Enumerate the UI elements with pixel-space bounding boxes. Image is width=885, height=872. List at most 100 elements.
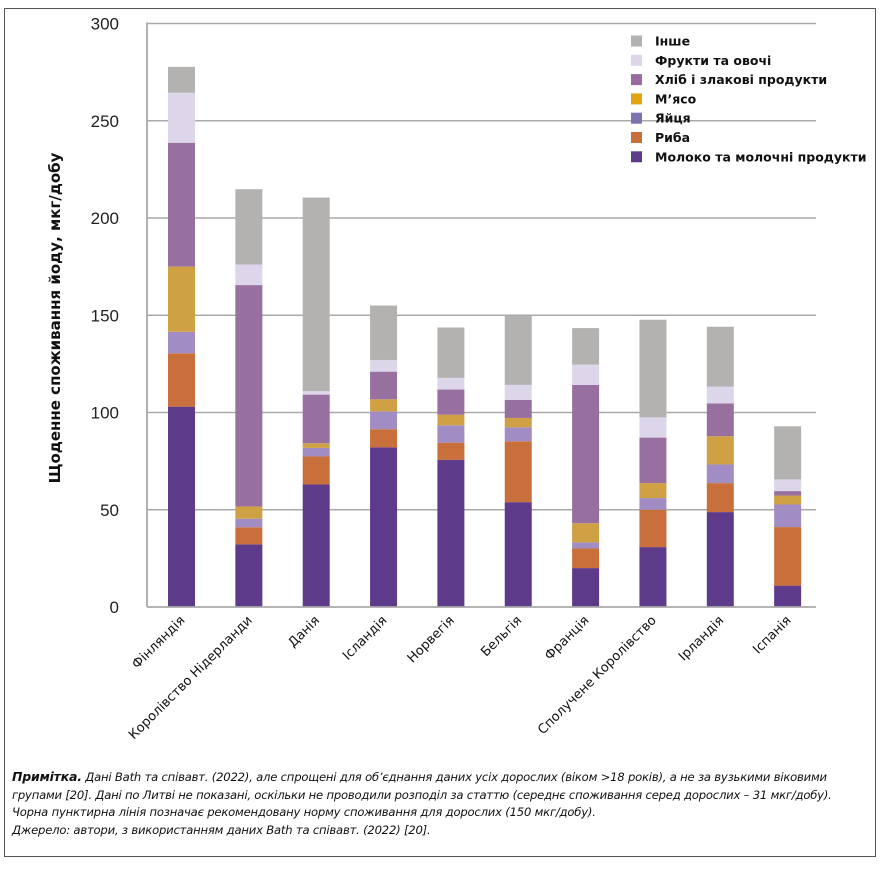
note-source: Джерело: автори, з використанням даних B… xyxy=(12,822,431,837)
legend-label: Інше xyxy=(655,34,690,49)
legend-swatch xyxy=(631,93,642,105)
bar-stack xyxy=(706,326,734,607)
bar-stack xyxy=(168,66,195,607)
x-tick-label: Королівство Нідерланди xyxy=(126,613,256,743)
bar-segment xyxy=(639,437,667,484)
y-tick-label: 0 xyxy=(110,598,119,617)
bar-segment xyxy=(706,326,734,387)
note-label: Примітка. xyxy=(12,769,82,784)
bar-stack xyxy=(302,197,330,607)
bar-segment xyxy=(639,319,667,418)
bar-segment xyxy=(370,359,398,372)
bar-segment xyxy=(504,441,532,503)
legend-label: Риба xyxy=(655,130,690,145)
legend-label: Хліб і злакові продукти xyxy=(655,72,827,87)
bar-segment xyxy=(370,305,398,360)
legend-item: Риба xyxy=(631,130,690,145)
legend-label: Фрукти та овочі xyxy=(655,53,771,68)
bar-segment xyxy=(706,483,734,513)
bar-segment xyxy=(302,443,330,448)
legend-label: Молоко та молочні продукти xyxy=(655,149,867,164)
bar-segment xyxy=(302,447,330,457)
bar-segment xyxy=(639,483,667,499)
bar-segment xyxy=(370,371,398,400)
bar-segment xyxy=(235,285,263,507)
y-tick-label: 150 xyxy=(91,306,119,325)
y-tick-label: 50 xyxy=(100,501,119,520)
y-axis-label: Щоденне споживання йоду, мкг/добу xyxy=(46,152,64,483)
x-tick-label: Сполучене Королівство xyxy=(535,613,660,738)
bar-segment xyxy=(168,142,195,267)
legend-swatch xyxy=(631,112,642,124)
bar-segment xyxy=(370,447,398,607)
bar-segment xyxy=(235,264,263,286)
bar-segment xyxy=(774,479,802,492)
bar-segment xyxy=(437,327,465,378)
bar-segment xyxy=(774,504,802,528)
bar-segment xyxy=(235,518,263,528)
note-text: Дані Bath та співавт. (2022), але спроще… xyxy=(12,770,832,819)
bar-segment xyxy=(504,502,532,607)
bar-segment xyxy=(572,384,600,524)
bar-segment xyxy=(302,456,330,485)
y-tick-label: 250 xyxy=(91,112,119,131)
bar-segment xyxy=(437,459,465,607)
bar-segment xyxy=(168,353,195,407)
y-tick-label: 200 xyxy=(91,209,119,228)
x-tick-label: Франція xyxy=(542,613,592,663)
bar-segment xyxy=(370,399,398,412)
legend-item: Хліб і злакові продукти xyxy=(631,72,827,87)
bar-segment xyxy=(370,429,398,448)
x-tick-label: Норвегія xyxy=(405,613,458,666)
bar-segment xyxy=(639,547,667,607)
bar-segment xyxy=(706,386,734,404)
bar-segment xyxy=(302,484,330,607)
bar-segment xyxy=(235,544,263,607)
bar-segment xyxy=(639,509,667,548)
legend-item: М’ясо xyxy=(631,91,697,106)
bar-segment xyxy=(235,527,263,545)
bar-segment xyxy=(168,92,195,143)
bar-stack xyxy=(370,305,398,607)
x-tick-label: Ісландія xyxy=(340,613,390,663)
bar-stack xyxy=(235,189,263,607)
bar-segment xyxy=(302,394,330,444)
legend-label: Яйця xyxy=(655,111,691,126)
bar-segment xyxy=(437,442,465,460)
bar-segment xyxy=(639,498,667,510)
bar-segment xyxy=(572,364,600,385)
axes xyxy=(146,22,816,608)
bar-segment xyxy=(437,377,465,390)
bar-stack xyxy=(437,327,465,607)
bar-segment xyxy=(706,436,734,465)
figure-note: Примітка. Дані Bath та співавт. (2022), … xyxy=(12,768,852,839)
bar-segment xyxy=(774,585,802,607)
y-tick-label: 100 xyxy=(91,404,119,423)
bar-segment xyxy=(572,328,600,365)
x-tick-label: Іспанія xyxy=(750,613,794,657)
x-tick-label: Бельгія xyxy=(478,613,525,660)
bar-segment xyxy=(302,391,330,395)
x-tick-label: Данія xyxy=(286,613,324,651)
y-tick-labels: 0 50 100 150 200 250 300 xyxy=(91,15,119,618)
bar-segment xyxy=(168,66,195,93)
bar-segment xyxy=(168,266,195,332)
bar-stack xyxy=(639,319,667,607)
legend-swatch xyxy=(631,35,642,47)
bar-segment xyxy=(168,331,195,354)
bar-segment xyxy=(572,542,600,549)
legend-item: Яйця xyxy=(631,111,691,126)
bar-segment xyxy=(437,425,465,443)
bar-segment xyxy=(504,427,532,442)
bar-stack xyxy=(504,315,532,607)
bar-segment xyxy=(572,548,600,569)
bar-segment xyxy=(572,523,600,543)
bar-segment xyxy=(235,506,263,519)
legend-swatch xyxy=(631,132,642,143)
legend-swatch xyxy=(631,151,642,163)
legend: Інше Фрукти та овочі Хліб і злакові продук… xyxy=(631,34,867,164)
bar-stack xyxy=(572,328,600,607)
bar-segment xyxy=(706,512,734,607)
bar-segment xyxy=(572,568,600,607)
